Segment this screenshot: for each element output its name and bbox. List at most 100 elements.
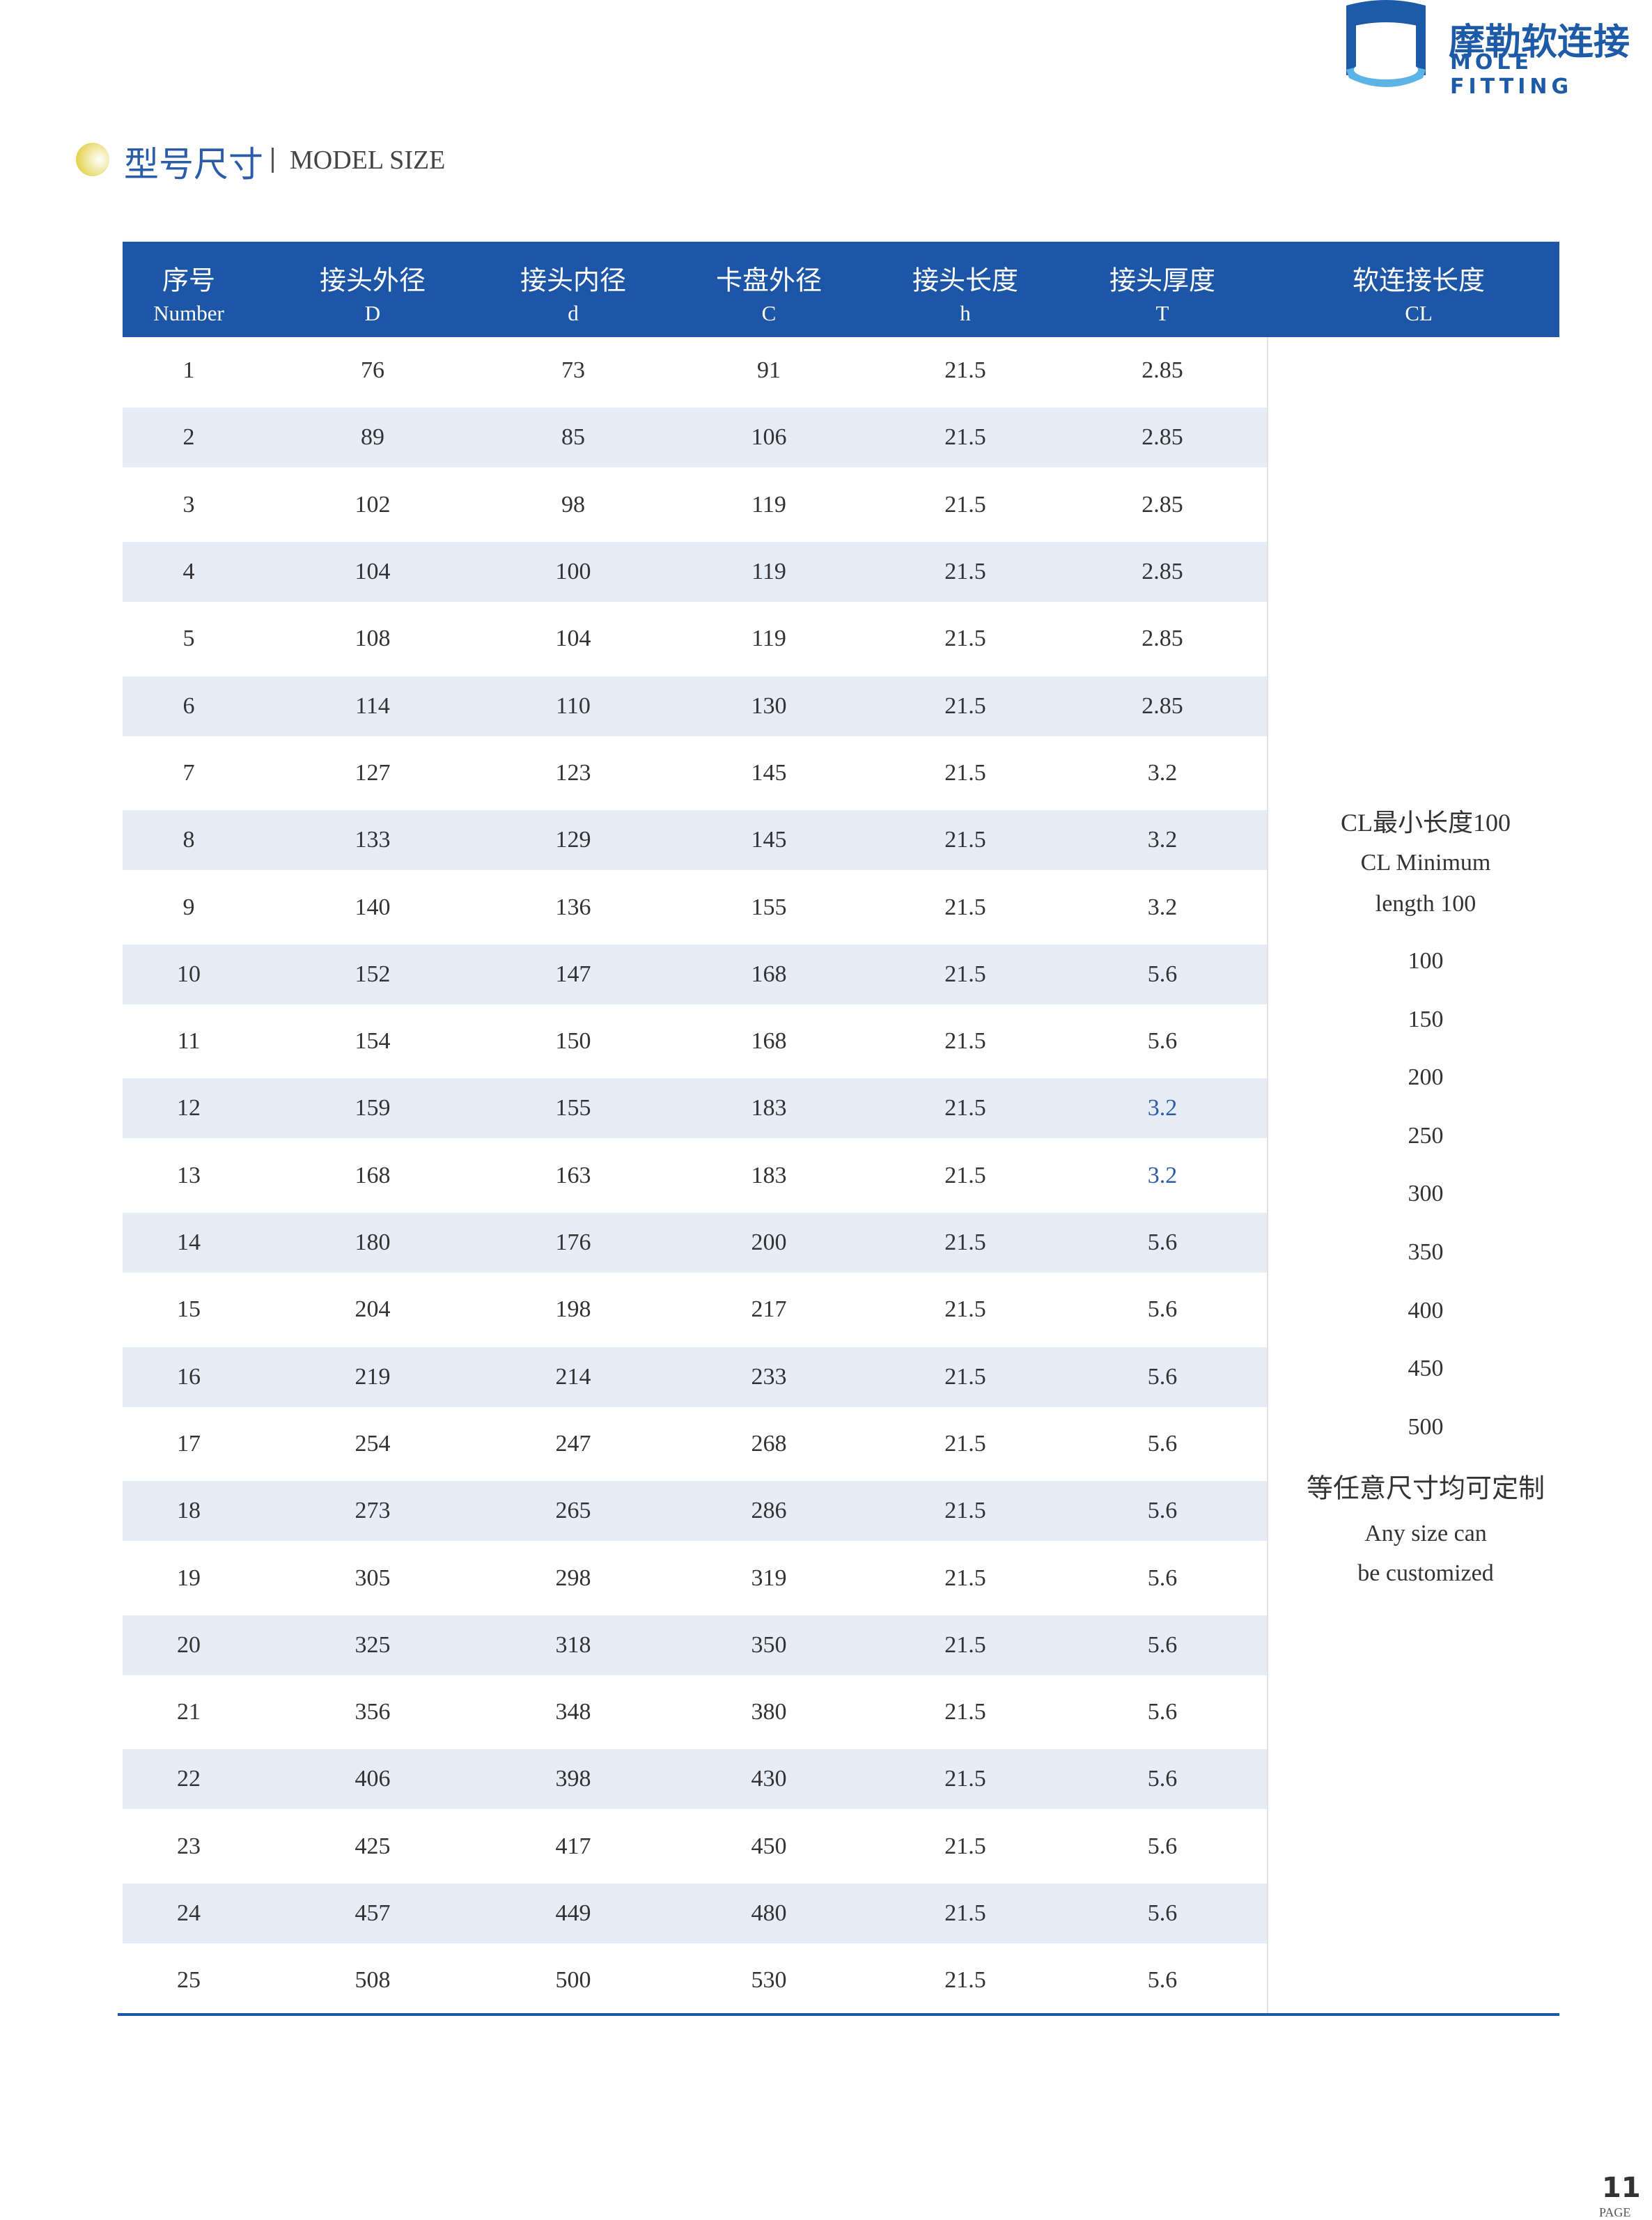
table-cell: 3.2 [1147, 1162, 1178, 1188]
table-cell: 145 [751, 827, 787, 853]
cl-custom-note: 等任意尺寸均可定制 [1306, 1474, 1545, 1504]
table-cell: 21.5 [944, 1162, 986, 1188]
table-cell: 15 [177, 1296, 201, 1323]
table-cell: 318 [555, 1631, 591, 1658]
table-cell: 457 [354, 1900, 391, 1927]
table-cell: 500 [555, 1967, 591, 1994]
table-cell: 85 [561, 424, 585, 451]
table-cell: 2.85 [1141, 424, 1183, 451]
table-cell: 2.85 [1141, 692, 1183, 719]
table-cell: 108 [354, 626, 391, 652]
table-cell: 163 [555, 1162, 591, 1188]
table-cell: 530 [751, 1967, 787, 1994]
table-cell: 214 [555, 1363, 591, 1390]
table-cell: 2.85 [1141, 559, 1183, 585]
table-cell: 130 [751, 692, 787, 719]
table-cell: 21.5 [944, 1229, 986, 1256]
section-title: 型号尺寸 [124, 145, 263, 184]
table-cell: 21.5 [944, 1565, 986, 1591]
table-cell: 417 [555, 1833, 591, 1859]
table-cell: 219 [354, 1363, 391, 1390]
table-cell: 18 [177, 1498, 201, 1524]
table-cell: 3.2 [1147, 759, 1178, 786]
row-stripe [123, 1481, 1267, 1542]
column-header: 卡盘外径 [715, 266, 823, 296]
column-subheader: T [1155, 301, 1169, 325]
table-cell: 119 [751, 626, 786, 652]
table-cell: 21.5 [944, 1833, 986, 1859]
brand-en: MOLE FITTING [1450, 50, 1573, 99]
table-cell: 6 [182, 692, 195, 719]
table-cell: 254 [354, 1430, 391, 1457]
column-header: 序号 [162, 266, 216, 296]
table-cell: 265 [555, 1498, 591, 1524]
table-bottom-rule [118, 2013, 1559, 2016]
table-cell: 319 [751, 1565, 787, 1591]
table-cell: 5.6 [1147, 1229, 1178, 1256]
table-cell: 123 [555, 759, 591, 786]
table-cell: 114 [355, 692, 390, 719]
table-cell: 5.6 [1147, 1631, 1178, 1658]
table-cell: 21.5 [944, 357, 986, 384]
column-subheader: h [960, 301, 971, 325]
table-cell: 380 [751, 1699, 787, 1725]
table-cell: 273 [354, 1498, 391, 1524]
page-number: 11 [1602, 2172, 1641, 2204]
table-cell: 480 [751, 1900, 787, 1927]
cl-minimum-note: CL最小长度100 [1340, 809, 1511, 837]
row-stripe [123, 1213, 1267, 1273]
table-cell: 73 [561, 357, 585, 384]
table-cell: 119 [751, 559, 786, 585]
table-cell: 76 [361, 357, 384, 384]
cl-custom-note: be customized [1357, 1560, 1494, 1586]
table-cell: 198 [555, 1296, 591, 1323]
table-cell: 21 [177, 1699, 201, 1725]
page-label: PAGE [1599, 2205, 1631, 2219]
column-subheader: Number [153, 301, 224, 325]
table-cell: 430 [751, 1766, 787, 1792]
table-cell: 133 [354, 827, 391, 853]
table-cell: 154 [354, 1028, 391, 1055]
column-subheader: D [364, 301, 381, 325]
table-cell: 5.6 [1147, 1967, 1178, 1994]
table-cell: 7 [182, 759, 195, 786]
table-cell: 10 [177, 961, 201, 987]
section-subtitle: MODEL SIZE [290, 146, 446, 175]
table-cell: 5.6 [1147, 1363, 1178, 1390]
table-cell: 5 [182, 626, 195, 652]
table-cell: 104 [555, 626, 591, 652]
table-cell: 200 [751, 1229, 787, 1256]
table-cell: 21.5 [944, 1967, 986, 1994]
row-stripe [123, 1346, 1267, 1407]
table-cell: 3 [182, 491, 195, 518]
table-cell: 3.2 [1147, 827, 1178, 853]
table-cell: 89 [361, 424, 384, 451]
table-cell: 425 [354, 1833, 391, 1859]
row-stripe [123, 676, 1267, 736]
table-cell: 5.6 [1147, 1296, 1178, 1323]
table-cell: 21.5 [944, 1766, 986, 1792]
table-cell: 204 [354, 1296, 391, 1323]
table-cell: 268 [751, 1430, 787, 1457]
logo-icon [1346, 0, 1426, 87]
row-stripe [123, 810, 1267, 871]
cl-length: 100 [1408, 948, 1444, 974]
column-header: 接头内径 [520, 266, 627, 296]
cl-minimum-note: CL Minimum [1360, 850, 1491, 876]
table-cell: 180 [354, 1229, 391, 1256]
table-cell: 21.5 [944, 1631, 986, 1658]
table-cell: 2.85 [1141, 491, 1183, 518]
table-cell: 155 [751, 894, 787, 920]
table-cell: 21.5 [944, 424, 986, 451]
table-cell: 91 [757, 357, 781, 384]
table-cell: 183 [751, 1162, 787, 1188]
table-cell: 21.5 [944, 1296, 986, 1323]
table-cell: 350 [751, 1631, 787, 1658]
table-cell: 98 [561, 491, 585, 518]
cl-length: 150 [1408, 1006, 1444, 1032]
cl-length: 300 [1408, 1181, 1444, 1207]
table-cell: 21.5 [944, 626, 986, 652]
row-stripe [123, 1615, 1267, 1675]
table-cell: 20 [177, 1631, 201, 1658]
